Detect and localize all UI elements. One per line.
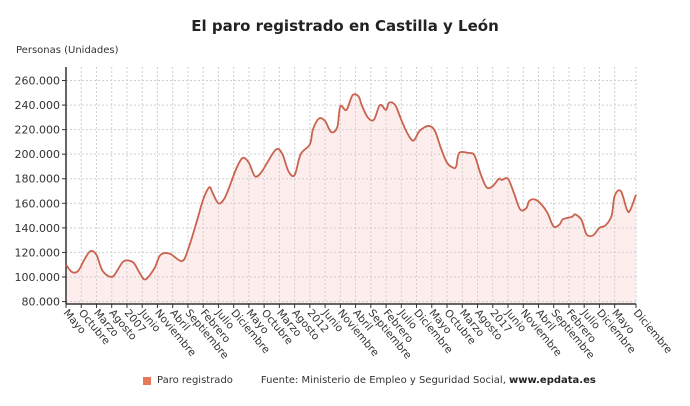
y-tick-label: 220.000 [15,124,61,137]
legend: Paro registrado Fuente: Ministerio de Em… [143,375,596,386]
y-tick-label: 260.000 [15,75,61,88]
y-tick-label: 240.000 [15,99,61,112]
y-tick-label: 140.000 [15,222,61,235]
y-tick-label: 180.000 [15,173,61,186]
y-tick-label: 120.000 [15,246,61,259]
source-note: Fuente: Ministerio de Empleo y Seguridad… [261,375,596,386]
y-tick-label: 160.000 [15,197,61,210]
y-tick-label: 200.000 [15,148,61,161]
chart-title: El paro registrado en Castilla y León [191,17,499,35]
legend-swatch [143,376,151,385]
legend-label: Paro registrado [157,375,233,386]
y-tick-label: 80.000 [22,296,61,309]
y-axis-label: Personas (Unidades) [16,45,119,56]
source-link: www.epdata.es [509,375,596,386]
y-tick-label: 100.000 [15,271,61,284]
source-text: Fuente: Ministerio de Empleo y Seguridad… [260,375,510,386]
series-line-paro-registrado [65,93,637,281]
area-fill [66,94,636,304]
